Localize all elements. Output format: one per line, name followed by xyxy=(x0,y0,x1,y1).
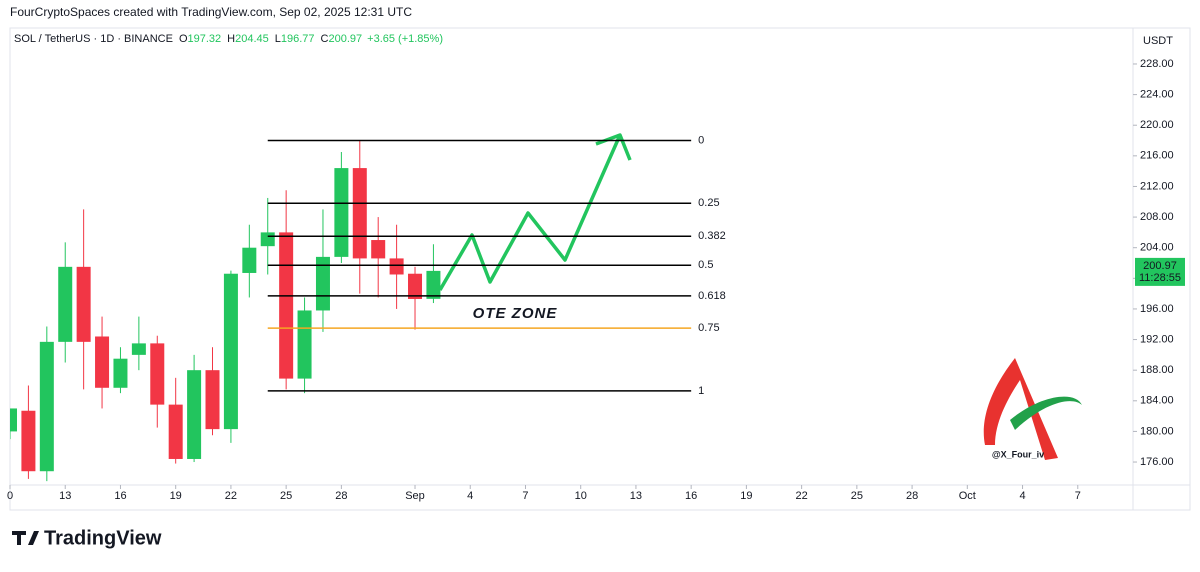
last-price-box xyxy=(1135,257,1185,286)
plot xyxy=(10,140,441,482)
watermark: @X_Four_iv xyxy=(992,449,1044,459)
legend-value: 196.77 xyxy=(281,33,315,45)
projection-path xyxy=(438,134,622,291)
y-tick-label: 208.00 xyxy=(1140,211,1174,223)
y-tick-label: 228.00 xyxy=(1140,58,1174,70)
fib-label: 0 xyxy=(698,134,704,146)
x-tick-label: 4 xyxy=(1019,490,1025,502)
y-tick-label: 196.00 xyxy=(1140,303,1174,315)
x-tick-label: 7 xyxy=(522,490,528,502)
candle-body xyxy=(95,336,110,388)
x-tick-label: 7 xyxy=(1075,490,1081,502)
x-tick-label: Sep xyxy=(405,490,425,502)
fib-label: 0.75 xyxy=(698,322,719,334)
x-tick-label: 25 xyxy=(851,490,863,502)
y-tick-label: 188.00 xyxy=(1140,364,1174,376)
candle-body xyxy=(389,258,404,275)
watermark-logo xyxy=(983,358,1082,460)
credit: FourCryptoSpaces created with TradingVie… xyxy=(10,5,412,19)
candle-body xyxy=(113,358,128,388)
symbol: SOL / TetherUS · 1D · BINANCE xyxy=(14,33,173,45)
legend-value: 200.97 xyxy=(329,33,363,45)
candle-body xyxy=(242,247,257,273)
y-tick-label: 216.00 xyxy=(1140,150,1174,162)
legend-key: L xyxy=(275,33,281,45)
candle-body xyxy=(76,266,91,342)
fib-label: 0.618 xyxy=(698,290,726,302)
x-tick-label: 10 xyxy=(575,490,587,502)
candle-body xyxy=(205,370,220,430)
x-tick-label: 16 xyxy=(685,490,697,502)
candle-body xyxy=(168,404,183,459)
candle-body xyxy=(371,240,386,259)
candle-body xyxy=(315,256,330,311)
legend-key: C xyxy=(321,33,329,45)
fib-label: 0.25 xyxy=(698,197,719,209)
x-tick-label: 28 xyxy=(906,490,918,502)
y-tick-label: 212.00 xyxy=(1140,180,1174,192)
footer-logo xyxy=(12,531,39,545)
annotation: OTE ZONE xyxy=(473,305,558,322)
candle-body xyxy=(21,410,36,472)
x-tick-label: 22 xyxy=(795,490,807,502)
y-tick-label: 204.00 xyxy=(1140,242,1174,254)
x-tick-label: 19 xyxy=(170,490,182,502)
candle-body xyxy=(39,341,54,472)
candle-body xyxy=(279,232,294,379)
x-tick-label: 25 xyxy=(280,490,292,502)
candle-body xyxy=(131,343,146,355)
legend: SOL / TetherUS · 1D · BINANCE O197.32 H204… xyxy=(14,33,443,45)
y-tick-label: 220.00 xyxy=(1140,119,1174,131)
candle-body xyxy=(352,168,367,259)
currency: USDT xyxy=(1143,35,1173,47)
candle-body xyxy=(408,273,423,299)
x-tick-label: 22 xyxy=(225,490,237,502)
x-tick-label: 16 xyxy=(114,490,126,502)
x-tick-label: 13 xyxy=(630,490,642,502)
candle-body xyxy=(260,232,275,247)
candle-body xyxy=(297,310,312,379)
candle-body xyxy=(150,343,165,405)
x-tick-label: Oct xyxy=(959,490,976,502)
fib-label: 1 xyxy=(698,385,704,397)
y-tick-label: 192.00 xyxy=(1140,333,1174,345)
legend-key: H xyxy=(227,33,235,45)
candle-body xyxy=(58,266,73,342)
fib-label: 0.5 xyxy=(698,259,713,271)
countdown: 11:28:55 xyxy=(1139,272,1181,284)
legend-value: 197.32 xyxy=(188,33,222,45)
y-tick-label: 224.00 xyxy=(1140,89,1174,101)
candle-body xyxy=(223,273,238,430)
frame xyxy=(9,27,1191,511)
candle-body xyxy=(334,168,349,257)
x-tick-label: 0 xyxy=(7,490,13,502)
candle-body xyxy=(10,408,17,432)
x-tick-label: 13 xyxy=(59,490,71,502)
y-tick-label: 184.00 xyxy=(1140,395,1174,407)
y-tick-label: 180.00 xyxy=(1140,425,1174,437)
legend-change: +3.65 (+1.85%) xyxy=(367,33,443,45)
last-price: 200.97 xyxy=(1143,260,1177,272)
x-tick-label: 19 xyxy=(740,490,752,502)
y-tick-label: 176.00 xyxy=(1140,456,1174,468)
x-tick-label: 28 xyxy=(335,490,347,502)
candle-body xyxy=(187,370,202,459)
brand: TradingView xyxy=(44,527,162,549)
legend-value: 204.45 xyxy=(235,33,269,45)
fib-label: 0.382 xyxy=(698,230,726,242)
candle-body xyxy=(426,270,441,299)
x-tick-label: 4 xyxy=(467,490,473,502)
legend-key: O xyxy=(179,33,188,45)
